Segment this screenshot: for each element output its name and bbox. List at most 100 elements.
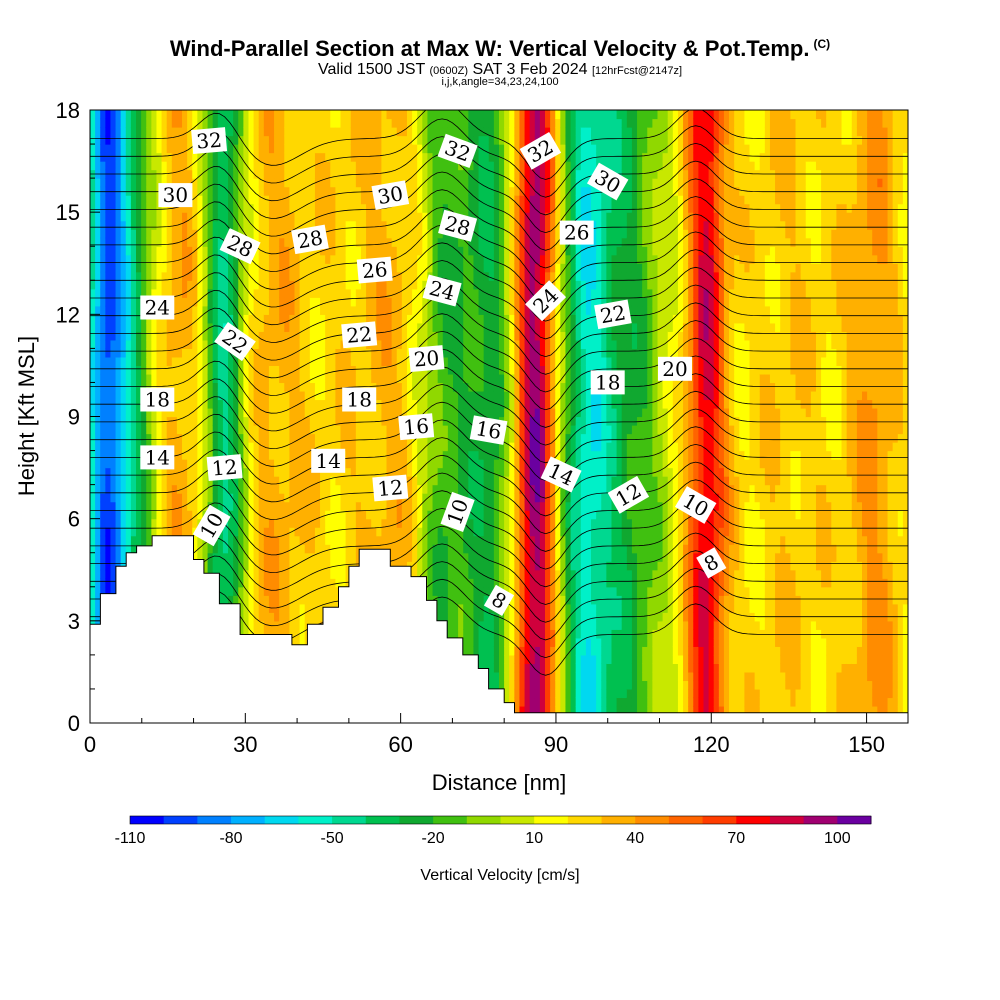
velocity-cell xyxy=(182,246,188,256)
velocity-cell xyxy=(320,595,326,605)
velocity-cell xyxy=(156,467,163,477)
velocity-cell xyxy=(217,305,224,315)
velocity-cell xyxy=(238,212,244,222)
velocity-cell xyxy=(366,407,372,418)
velocity-cell xyxy=(151,237,158,247)
velocity-cell xyxy=(161,527,168,537)
velocity-cell xyxy=(417,144,423,154)
velocity-cell xyxy=(284,569,290,579)
velocity-cell xyxy=(197,186,204,196)
velocity-cell xyxy=(427,535,434,545)
velocity-cell xyxy=(314,186,321,196)
velocity-cell xyxy=(105,152,112,162)
velocity-cell xyxy=(95,331,101,341)
velocity-cell xyxy=(182,442,188,452)
velocity-cell xyxy=(105,144,112,154)
velocity-cell xyxy=(422,314,429,324)
velocity-cell xyxy=(309,331,316,341)
velocity-cell xyxy=(345,297,352,307)
velocity-cell xyxy=(437,161,444,171)
velocity-cell xyxy=(110,254,117,264)
velocity-cell xyxy=(95,271,101,281)
velocity-cell xyxy=(171,254,178,264)
velocity-cell xyxy=(360,152,367,162)
velocity-cell xyxy=(253,527,260,537)
velocity-cell xyxy=(212,246,219,256)
velocity-cell xyxy=(120,331,127,341)
velocity-cell xyxy=(320,356,326,367)
velocity-cell xyxy=(427,442,434,452)
velocity-cell xyxy=(396,144,403,154)
velocity-cell xyxy=(243,484,250,494)
velocity-cell xyxy=(90,552,96,562)
velocity-cell xyxy=(192,288,198,298)
velocity-cell xyxy=(171,348,178,358)
velocity-cell xyxy=(100,195,106,205)
velocity-cell xyxy=(100,493,106,503)
velocity-cell xyxy=(248,365,255,375)
velocity-cell xyxy=(309,135,316,145)
velocity-cell xyxy=(335,220,342,230)
velocity-cell xyxy=(274,629,280,639)
velocity-cell xyxy=(417,382,423,392)
velocity-cell xyxy=(146,195,152,205)
velocity-cell xyxy=(105,433,112,443)
velocity-cell xyxy=(197,407,204,418)
velocity-cell xyxy=(355,186,362,196)
velocity-cell xyxy=(151,510,158,520)
velocity-cell xyxy=(115,535,122,545)
velocity-cell xyxy=(238,127,244,137)
velocity-cell xyxy=(207,212,214,222)
velocity-cell xyxy=(222,407,229,418)
velocity-cell xyxy=(381,339,388,349)
velocity-cell xyxy=(391,339,398,349)
velocity-cell xyxy=(314,110,321,120)
velocity-cell xyxy=(258,629,265,639)
velocity-cell xyxy=(156,322,163,332)
velocity-cell xyxy=(381,501,388,511)
velocity-cell xyxy=(141,493,147,503)
velocity-cell xyxy=(314,527,321,537)
velocity-cell xyxy=(263,373,270,384)
velocity-cell xyxy=(176,510,183,520)
velocity-cell xyxy=(100,348,106,358)
velocity-cell xyxy=(350,425,357,435)
velocity-cell xyxy=(125,331,132,341)
velocity-cell xyxy=(222,212,229,222)
velocity-cell xyxy=(248,425,255,435)
velocity-cell xyxy=(279,629,285,639)
velocity-cell xyxy=(355,348,362,358)
velocity-cell xyxy=(294,425,301,435)
velocity-cell xyxy=(325,527,331,537)
velocity-cell xyxy=(171,416,178,426)
velocity-cell xyxy=(427,552,434,562)
velocity-cell xyxy=(294,161,301,171)
velocity-cell xyxy=(406,382,413,392)
velocity-cell xyxy=(258,578,265,588)
velocity-cell xyxy=(330,195,336,205)
velocity-cell xyxy=(330,322,336,332)
velocity-cell xyxy=(100,467,106,477)
velocity-cell xyxy=(432,407,439,418)
velocity-cell xyxy=(412,527,418,537)
velocity-cell xyxy=(391,399,398,409)
velocity-cell xyxy=(437,246,444,256)
velocity-cell xyxy=(325,399,331,409)
velocity-cell xyxy=(401,220,408,230)
velocity-cell xyxy=(105,237,112,247)
velocity-cell xyxy=(304,254,311,264)
velocity-cell xyxy=(401,152,408,162)
velocity-cell xyxy=(401,144,408,154)
velocity-cell xyxy=(320,152,326,162)
velocity-cell xyxy=(263,382,270,392)
velocity-cell xyxy=(207,246,214,256)
velocity-cell xyxy=(212,373,219,384)
velocity-cell xyxy=(228,586,234,596)
velocity-cell xyxy=(166,263,173,273)
velocity-cell xyxy=(360,314,367,324)
velocity-cell xyxy=(258,356,265,367)
velocity-cell xyxy=(176,331,183,341)
velocity-cell xyxy=(345,314,352,324)
velocity-cell xyxy=(391,518,398,528)
velocity-cell xyxy=(304,314,311,324)
